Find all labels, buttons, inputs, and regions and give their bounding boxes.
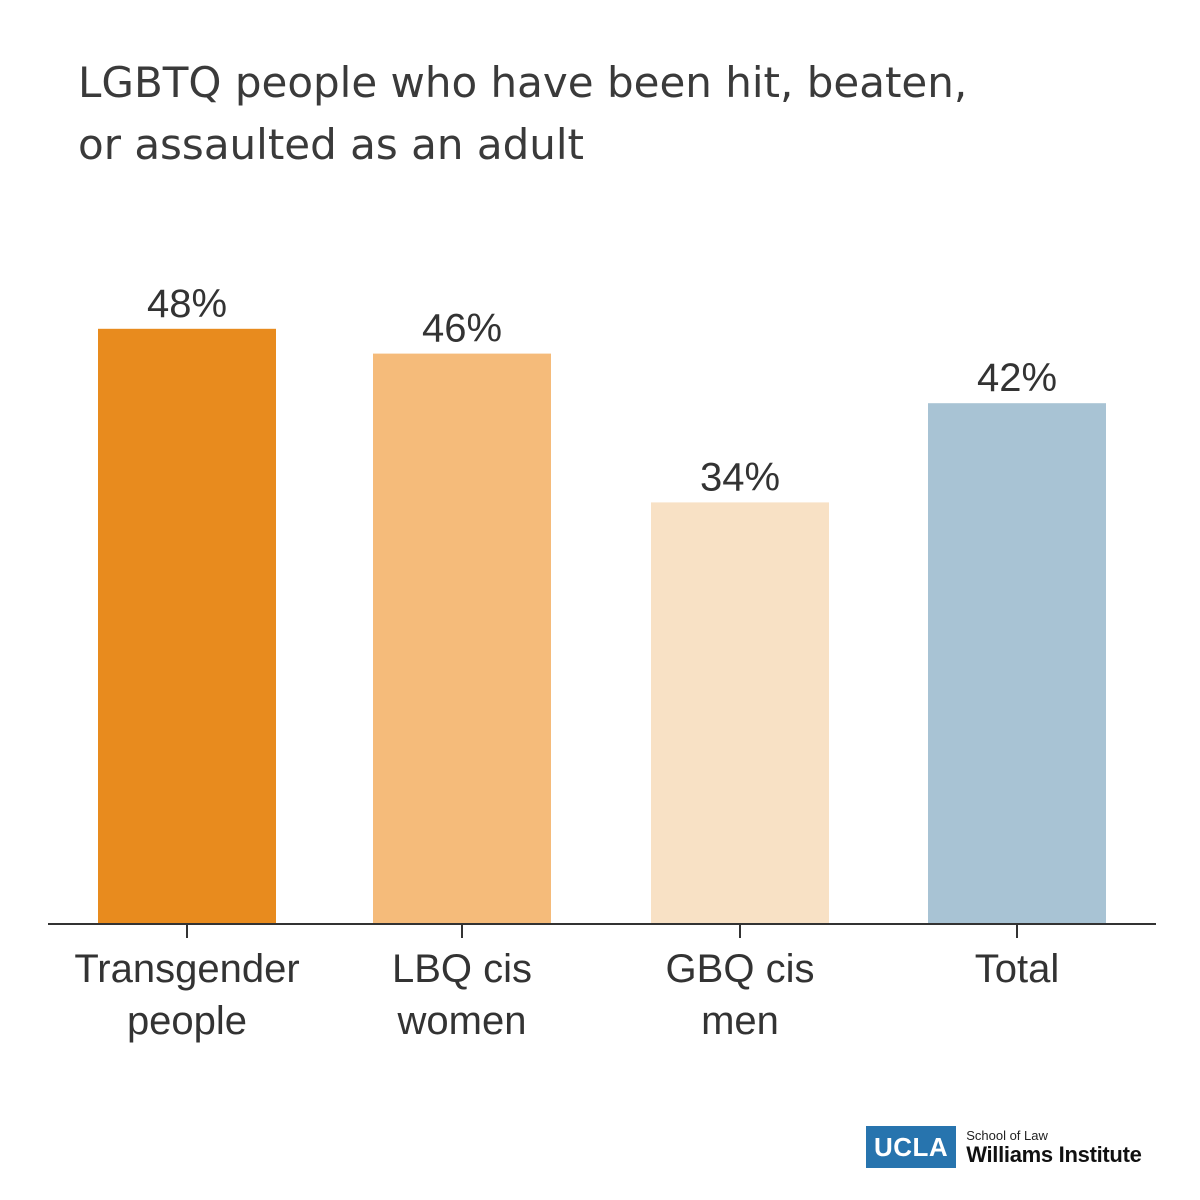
category-label-gbq-cis-men: GBQ cis men xyxy=(666,947,815,1043)
value-label-transgender-people: 48% xyxy=(147,282,227,326)
chart-title: LGBTQ people who have been hit, beaten, … xyxy=(78,52,1138,176)
bar-total xyxy=(928,403,1106,924)
ucla-williams-institute-logo: UCLA School of Law Williams Institute xyxy=(866,1126,1142,1168)
bar-gbq-cis-men xyxy=(651,502,829,924)
category-label-transgender-people: Transgender people xyxy=(74,947,299,1043)
logo-school-of-law: School of Law xyxy=(966,1127,1048,1143)
value-label-gbq-cis-men: 34% xyxy=(700,455,780,499)
value-label-lbq-cis-women: 46% xyxy=(422,307,502,351)
category-label-total: Total xyxy=(975,947,1060,991)
ucla-logo-mark: UCLA xyxy=(866,1126,957,1168)
logo-text: School of Law Williams Institute xyxy=(966,1127,1142,1167)
category-label-lbq-cis-women: LBQ cis women xyxy=(392,947,532,1043)
bar-transgender-people xyxy=(98,328,276,924)
logo-williams-institute: Williams Institute xyxy=(966,1141,1142,1167)
chart-title-line-1: LGBTQ people who have been hit, beaten, xyxy=(78,58,968,107)
chart-title-line-2: or assaulted as an adult xyxy=(78,120,584,169)
bar-lbq-cis-women xyxy=(373,353,551,925)
value-label-total: 42% xyxy=(977,356,1057,400)
